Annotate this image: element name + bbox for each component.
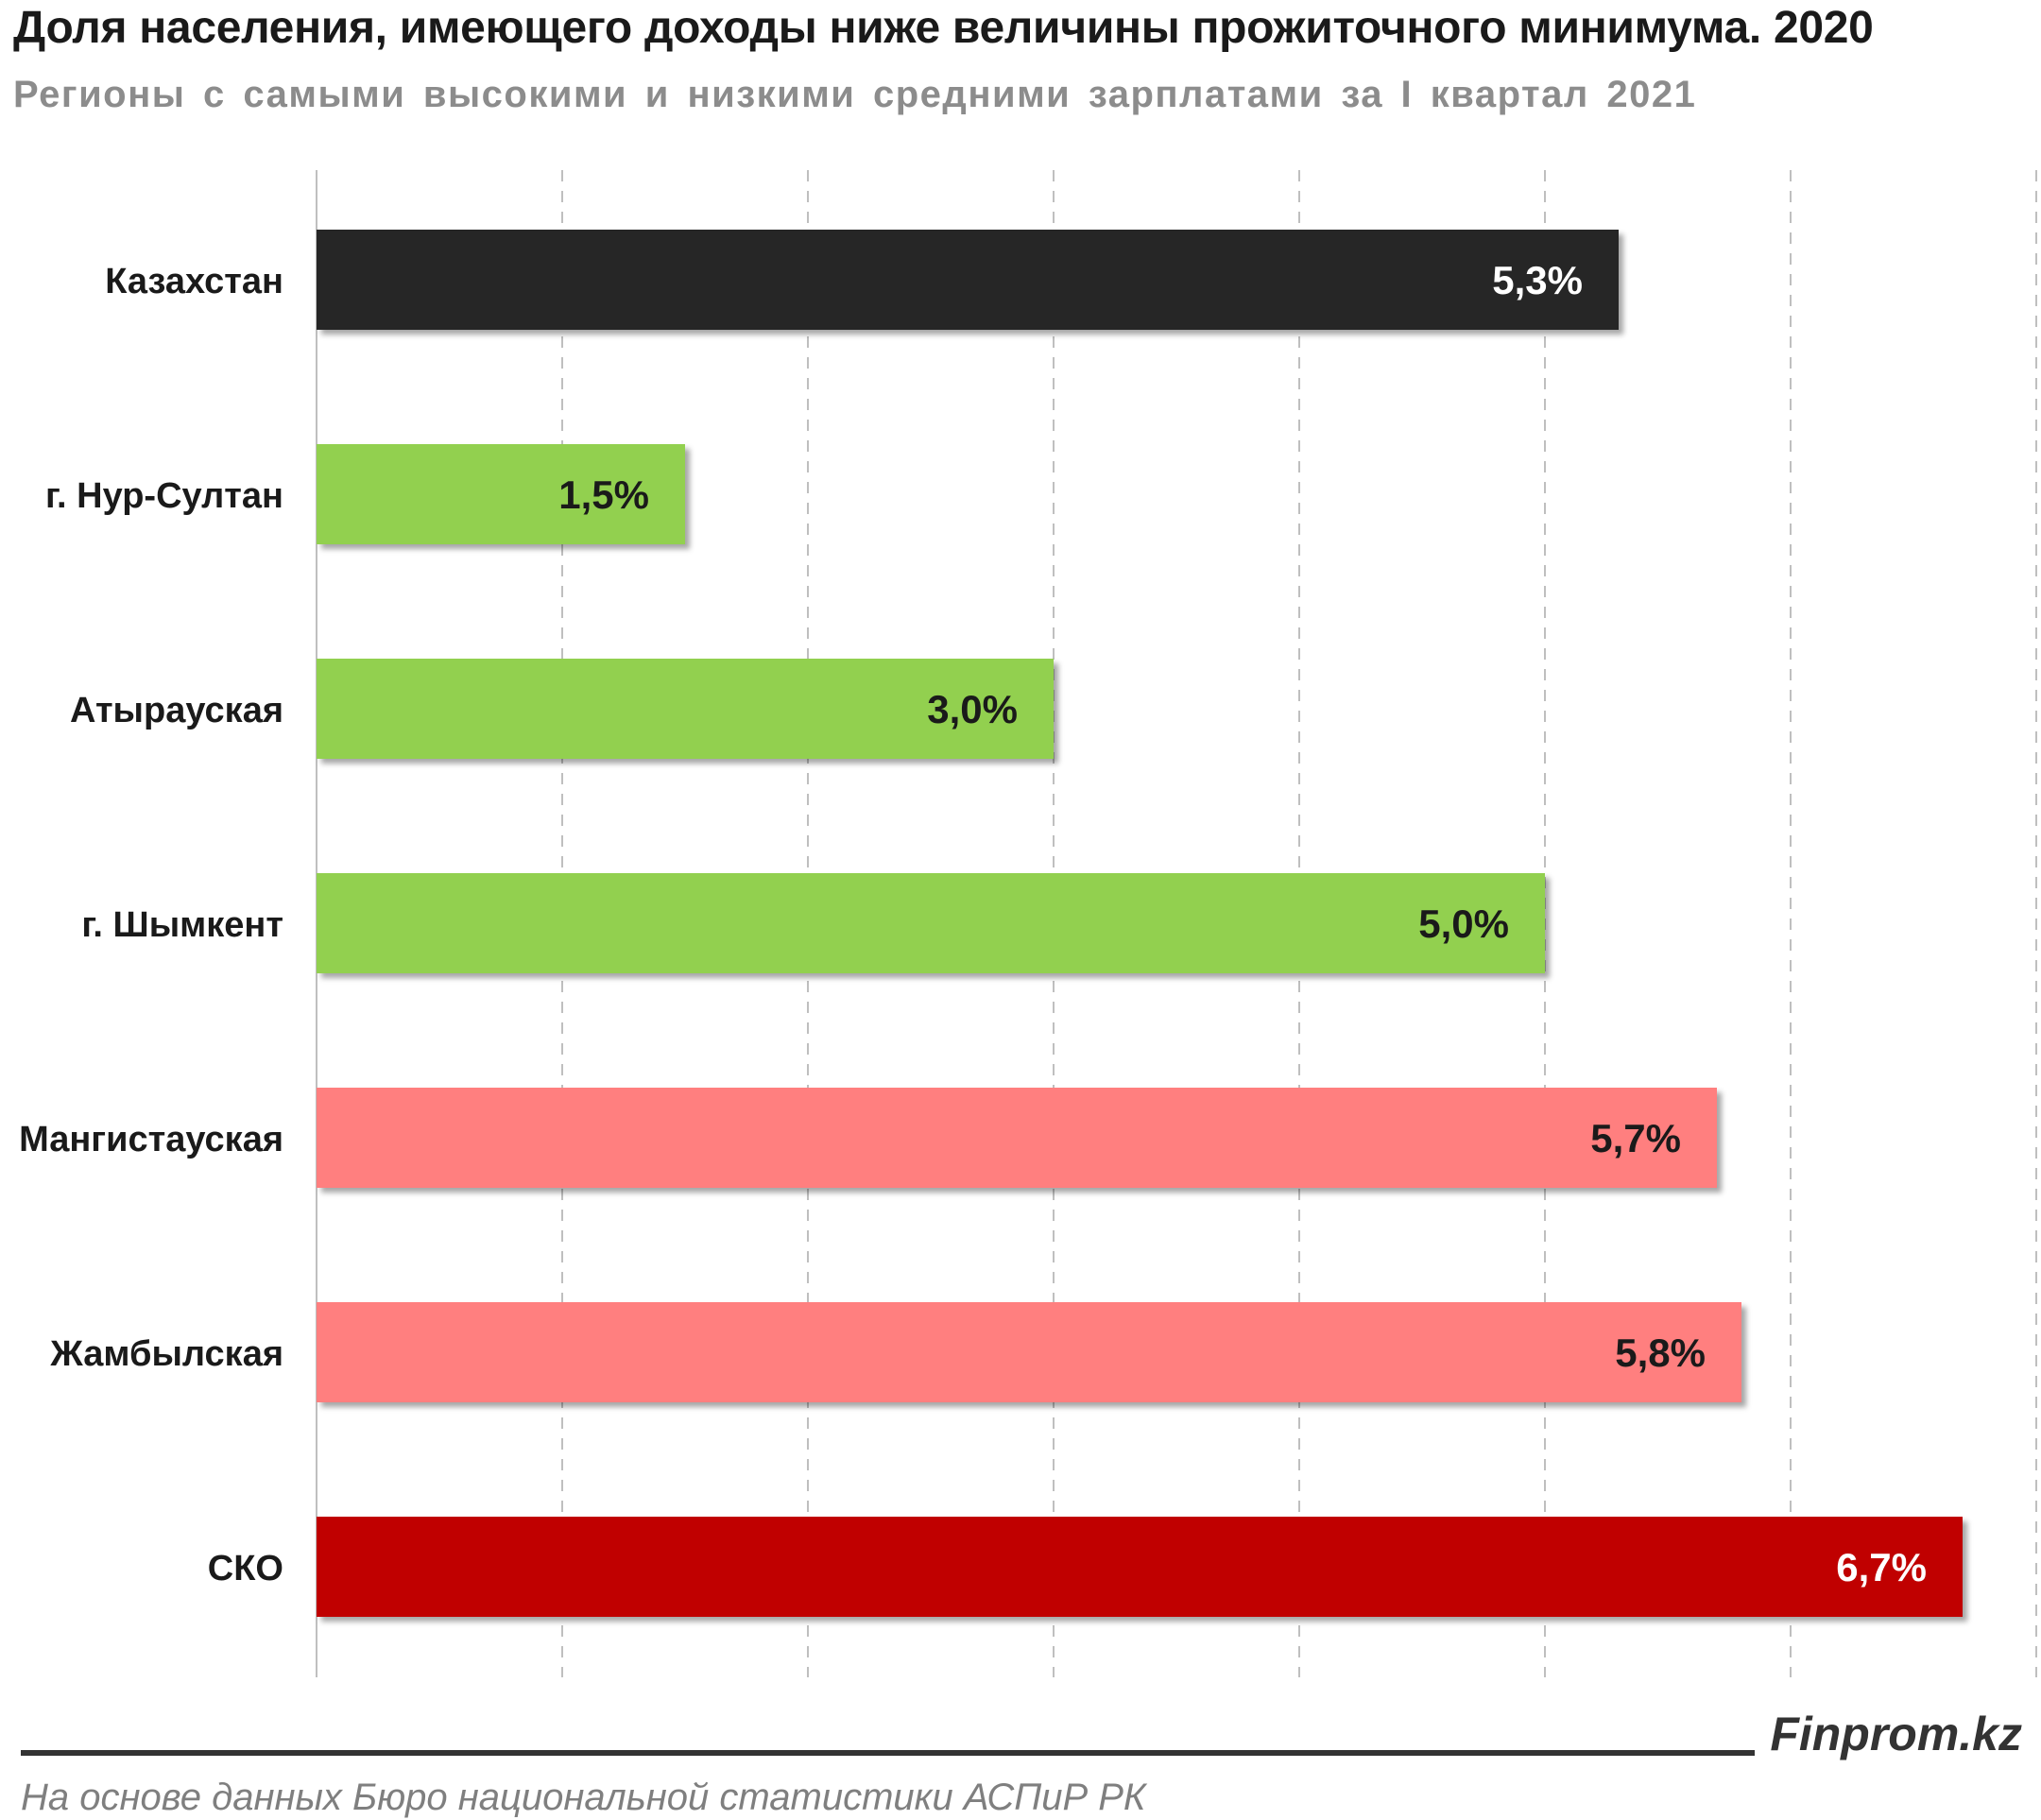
category-label: г. Шымкент [81, 905, 283, 945]
brand-logo-text: Finprom.kz [1770, 1708, 2022, 1760]
bar [317, 873, 1545, 973]
data-label: 5,8% [1615, 1331, 1706, 1375]
data-label: 5,0% [1418, 901, 1509, 946]
data-label: 3,0% [927, 687, 1018, 731]
bar [317, 1302, 1741, 1402]
bar-chart: 5,3% 1,5% 3,0% 5,0% 5,7% 5,8% 6,7% Казахстан г.… [19, 170, 2037, 1677]
data-label: 6,7% [1836, 1545, 1927, 1589]
bar [317, 1517, 1963, 1617]
bar [317, 1088, 1717, 1188]
chart-subtitle: Регионы с самыми высокими и низкими сред… [13, 74, 1697, 115]
chart-title: Доля населения, имеющего доходы ниже вел… [13, 3, 1874, 53]
data-label: 5,7% [1590, 1116, 1681, 1160]
data-label: 1,5% [558, 472, 649, 517]
bars: 5,3% 1,5% 3,0% 5,0% 5,7% 5,8% 6,7% [317, 230, 1963, 1617]
category-label: Мангистауская [19, 1120, 283, 1159]
category-label: СКО [208, 1549, 283, 1588]
bar [317, 230, 1619, 330]
bar [317, 659, 1054, 759]
bar [317, 444, 685, 544]
source-note: На основе данных Бюро национальной стати… [21, 1777, 1146, 1818]
category-label: Жамбылская [49, 1334, 283, 1374]
category-label: Атырауская [70, 691, 283, 730]
category-labels: Казахстан г. Нур-Султан Атырауская г. Шымке… [19, 262, 283, 1588]
footer-divider [21, 1750, 1755, 1756]
category-label: Казахстан [105, 262, 283, 301]
category-label: г. Нур-Султан [45, 476, 283, 516]
data-label: 5,3% [1492, 258, 1583, 302]
